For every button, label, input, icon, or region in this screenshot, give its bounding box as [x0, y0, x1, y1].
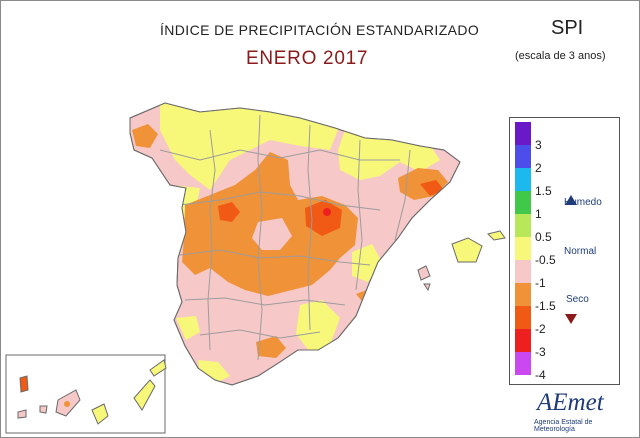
- legend-tick-label: -1.5: [535, 299, 556, 313]
- humedo-arrow-icon: [565, 195, 577, 205]
- zone-center-very-dry: [305, 200, 342, 236]
- legend-tick-label: -1: [535, 276, 546, 290]
- legend-swatch: [515, 191, 531, 214]
- island-menorca: [487, 230, 506, 241]
- zone-galicia-dry: [132, 124, 158, 148]
- legend-tick-label: -3: [535, 345, 546, 359]
- peninsula: [129, 102, 461, 386]
- legend-swatch: [515, 168, 531, 191]
- island-fuerteventura: [133, 379, 156, 411]
- island-formentera: [423, 283, 431, 292]
- aemet-logo: AEmet Agencia Estatal de Meteorología: [527, 385, 631, 433]
- island-gran-canaria: [91, 403, 109, 425]
- seco-arrow-icon: [565, 314, 577, 324]
- legend-arrows: [565, 195, 577, 324]
- scale-note: (escala de 3 anos): [515, 50, 606, 62]
- map-subtitle: ENERO 2017: [246, 48, 369, 69]
- legend-tick-label: 1.5: [535, 184, 552, 198]
- canary-islands: [17, 359, 167, 425]
- island-la-palma: [19, 375, 29, 393]
- legend-swatch: [515, 145, 531, 168]
- map-title: ÍNDICE DE PRECIPITACIÓN ESTANDARIZADO: [160, 22, 480, 38]
- balearic-islands: [417, 230, 506, 292]
- island-mallorca: [451, 237, 483, 263]
- zone-south-dry: [256, 336, 286, 358]
- legend-swatch: [515, 329, 531, 352]
- legend-tick-label: 3: [535, 138, 542, 152]
- legend-swatch: [515, 306, 531, 329]
- zone-north-normal: [160, 103, 340, 190]
- legend-tick-label: 2: [535, 161, 542, 175]
- legend-tick-label: -4: [535, 368, 546, 382]
- province-borders: [159, 114, 411, 361]
- legend-swatch: [515, 283, 531, 306]
- zone-huelva-normal: [176, 316, 200, 340]
- logo-name: AEmet: [537, 389, 604, 416]
- zone-ne-very-dry: [420, 180, 444, 196]
- legend-normal: Normal: [564, 246, 597, 257]
- legend-humedo: Humedo: [564, 197, 602, 208]
- zone-extreme-dry: [323, 208, 331, 216]
- island-ibiza: [417, 265, 431, 281]
- legend-tick-label: -2: [535, 322, 546, 336]
- logo-tagline: Agencia Estatal de Meteorología: [534, 419, 593, 433]
- legend-swatch: [515, 237, 531, 260]
- legend-tick-label: 0.5: [535, 230, 552, 244]
- legend-tick-label: 1: [535, 207, 542, 221]
- legend-box: 3 2 1.5 1 0.5 -0.5 -1 -1.5 -2 -3 -4 Humedo Normal …: [509, 117, 620, 385]
- zone-central-normal-hole: [252, 218, 292, 250]
- legend-seco: Seco: [566, 294, 589, 305]
- island-el-hierro: [17, 409, 27, 419]
- legend-tick-label: -0.5: [535, 253, 556, 267]
- island-lanzarote: [149, 359, 167, 377]
- legend-swatch: [515, 260, 531, 283]
- legend-swatch: [515, 122, 531, 145]
- legend-swatch: [515, 352, 531, 375]
- zone-west-very-dry: [218, 202, 240, 222]
- index-label: SPI: [551, 17, 584, 39]
- legend-swatch: [515, 214, 531, 237]
- zone-southwest-normal: [296, 300, 340, 352]
- island-la-gomera: [39, 405, 48, 414]
